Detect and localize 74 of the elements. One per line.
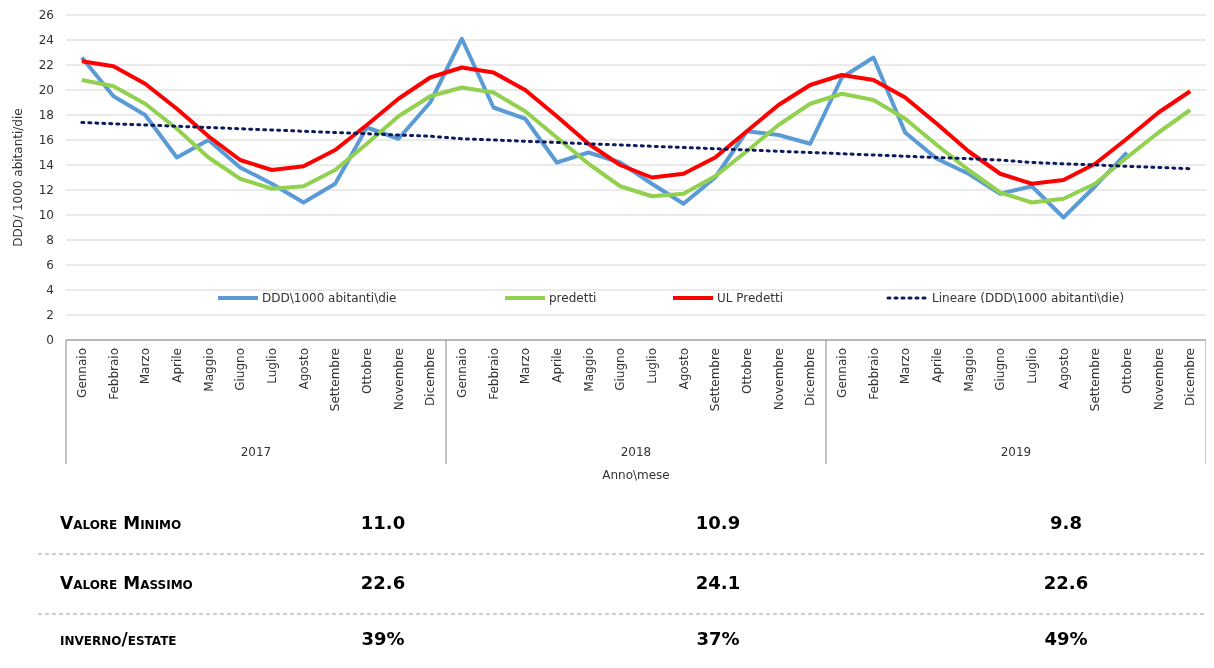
- legend-label: UL Predetti: [717, 291, 784, 306]
- x-tick-label: Giugno: [993, 348, 1008, 391]
- y-tick-label: 20: [38, 83, 54, 98]
- x-tick-label: Gennaio: [455, 348, 470, 398]
- x-tick-label: Luglio: [265, 348, 280, 384]
- y-tick-label: 26: [38, 8, 54, 23]
- x-axis-title: Anno\mese: [602, 468, 670, 482]
- x-tick-label: Gennaio: [835, 348, 850, 398]
- text: 22.6: [360, 572, 406, 593]
- y-tick-label: 12: [38, 183, 54, 198]
- x-tick-label: Giugno: [613, 348, 628, 391]
- y-tick-label: 10: [38, 208, 54, 223]
- x-tick-label: Marzo: [138, 348, 153, 385]
- x-tick-label: Dicembre: [803, 348, 818, 406]
- y-axis-title: DDD/ 1000 abitanti/die: [11, 108, 25, 247]
- x-tick-label: Luglio: [1025, 348, 1040, 384]
- x-tick-label: Febbraio: [106, 348, 121, 400]
- x-tick-label: Giugno: [233, 348, 248, 391]
- x-tick-label: Settembre: [1088, 348, 1103, 412]
- y-tick-label: 22: [38, 58, 54, 73]
- text: 11.0: [360, 512, 406, 533]
- text: 2018: [620, 445, 652, 459]
- text: 9.8: [1050, 512, 1082, 533]
- x-tick-label: Marzo: [518, 348, 533, 385]
- text: 49%: [1044, 628, 1088, 649]
- x-tick-label: Settembre: [708, 348, 723, 412]
- x-tick-label: Aprile: [550, 348, 565, 383]
- x-tick-label: Marzo: [898, 348, 913, 385]
- x-tick-label: Febbraio: [866, 348, 881, 400]
- x-tick-label: Maggio: [961, 348, 976, 392]
- x-tick-label: Dicembre: [423, 348, 438, 406]
- text: 2017: [240, 445, 272, 459]
- y-tick-label: 6: [46, 258, 54, 273]
- y-tick-label: 2: [46, 308, 54, 323]
- text: 10.9: [695, 512, 741, 533]
- x-tick-label: Settembre: [328, 348, 343, 412]
- text: 2019: [1000, 445, 1032, 459]
- x-tick-label: Febbraio: [486, 348, 501, 400]
- x-tick-label: Agosto: [296, 348, 311, 390]
- x-tick-label: Ottobre: [360, 348, 375, 394]
- x-tick-label: Ottobre: [1120, 348, 1135, 394]
- line-series: [79, 78, 1193, 205]
- text: 24.1: [695, 572, 741, 593]
- y-tick-label: 18: [38, 108, 54, 123]
- legend-label: predetti: [549, 291, 597, 306]
- text: 37%: [696, 628, 740, 649]
- y-tick-label: 16: [38, 133, 54, 148]
- x-tick-label: Agosto: [676, 348, 691, 390]
- x-tick-label: Novembre: [771, 348, 786, 411]
- y-tick-label: 0: [46, 333, 54, 348]
- x-tick-label: Luglio: [645, 348, 660, 384]
- y-tick-label: 4: [46, 283, 54, 298]
- x-tick-label: Aprile: [170, 348, 185, 383]
- x-tick-label: Agosto: [1056, 348, 1071, 390]
- text: 22.6: [1043, 572, 1089, 593]
- y-tick-label: 24: [38, 33, 54, 48]
- y-tick-label: 14: [38, 158, 54, 173]
- line-series: [79, 59, 1193, 186]
- x-tick-label: Aprile: [930, 348, 945, 383]
- x-tick-label: Novembre: [1151, 348, 1166, 411]
- x-tick-label: Dicembre: [1183, 348, 1198, 406]
- y-tick-label: 8: [46, 233, 54, 248]
- line-series: [80, 121, 1192, 171]
- text: 39%: [361, 628, 405, 649]
- x-tick-label: Gennaio: [75, 348, 90, 398]
- x-tick-label: Ottobre: [740, 348, 755, 394]
- x-tick-label: Novembre: [391, 348, 406, 411]
- x-tick-label: Maggio: [201, 348, 216, 392]
- text: Valore Massimo: [60, 573, 193, 593]
- text: Valore Minimo: [60, 513, 182, 533]
- x-tick-label: Maggio: [581, 348, 596, 392]
- legend-label: DDD\1000 abitanti\die: [262, 291, 397, 306]
- text: inverno/estate: [60, 629, 177, 649]
- legend-label: Lineare (DDD\1000 abitanti\die): [932, 291, 1125, 306]
